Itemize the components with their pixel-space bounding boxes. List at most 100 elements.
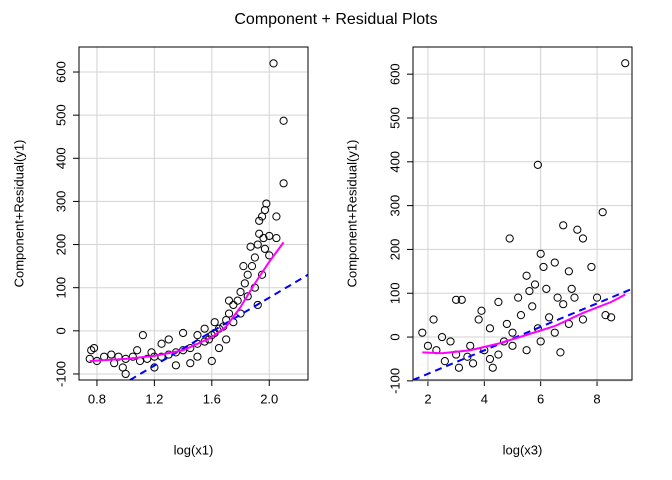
point	[85, 354, 94, 363]
fit-line	[89, 241, 285, 363]
point	[186, 359, 195, 368]
point	[607, 313, 616, 322]
point	[505, 234, 514, 243]
point	[508, 341, 517, 350]
point	[229, 300, 238, 310]
point	[578, 315, 588, 324]
point	[488, 363, 497, 372]
x-tick-label: 2	[424, 391, 431, 406]
point	[536, 249, 545, 258]
x-axis-label: log(x3)	[503, 442, 543, 457]
point	[250, 253, 259, 262]
x-tick-label: 1.6	[203, 391, 221, 406]
point	[171, 361, 181, 370]
point	[508, 328, 517, 337]
point	[133, 346, 142, 355]
point	[193, 352, 202, 361]
point	[573, 225, 582, 234]
point	[210, 318, 219, 327]
point	[193, 331, 202, 340]
point	[457, 295, 466, 304]
point	[514, 293, 523, 302]
fit-line	[422, 293, 626, 355]
point	[559, 300, 568, 309]
y-tick-label: 100	[387, 282, 402, 304]
plot-frame	[78, 46, 309, 381]
point	[437, 332, 447, 342]
point	[440, 357, 449, 366]
point	[118, 363, 127, 372]
point	[545, 313, 554, 322]
point	[528, 302, 537, 311]
point	[236, 287, 245, 297]
y-tick-label: 300	[53, 191, 68, 213]
point	[255, 229, 264, 238]
point	[621, 59, 630, 68]
x-tick-label: 0.8	[88, 391, 106, 406]
x-tick-label: 2.0	[260, 391, 278, 406]
point	[525, 286, 534, 296]
point	[423, 341, 433, 350]
y-tick-label: 0	[387, 333, 402, 340]
point	[246, 242, 255, 251]
point	[265, 231, 274, 241]
point	[128, 352, 137, 361]
y-tick-label: -100	[53, 361, 68, 387]
point	[87, 346, 96, 355]
x-tick-label: 6	[537, 391, 544, 406]
point	[253, 300, 262, 310]
point	[272, 233, 281, 243]
point	[418, 328, 427, 337]
y-tick-label: 500	[387, 107, 402, 129]
point	[556, 348, 565, 357]
point	[138, 331, 147, 340]
point	[598, 208, 607, 217]
point	[494, 350, 503, 359]
point	[559, 221, 568, 230]
point	[222, 335, 231, 344]
figure-title: Component + Residual Plots	[234, 11, 437, 28]
point	[485, 354, 495, 364]
plot-frame	[412, 46, 633, 381]
point	[200, 324, 209, 333]
y-tick-label: 400	[387, 151, 402, 173]
point	[477, 306, 486, 315]
point	[247, 262, 257, 271]
point	[243, 292, 252, 301]
point	[269, 59, 278, 68]
point	[570, 293, 579, 302]
point	[542, 284, 551, 293]
point	[601, 311, 610, 320]
point	[452, 295, 461, 304]
point	[494, 297, 503, 307]
point	[592, 293, 602, 302]
y-tick-label: 0	[53, 327, 68, 334]
y-tick-label: -100	[387, 368, 402, 394]
point	[255, 216, 264, 225]
y-tick-label: 300	[387, 195, 402, 217]
point	[114, 352, 123, 361]
y-tick-label: 600	[387, 63, 402, 85]
point	[89, 343, 99, 353]
point	[539, 262, 548, 272]
point	[164, 335, 173, 344]
point	[272, 212, 281, 221]
point	[454, 363, 464, 372]
point	[143, 354, 152, 363]
fit-line	[129, 273, 308, 380]
point	[224, 296, 234, 305]
point	[522, 271, 531, 280]
point	[107, 350, 116, 359]
point	[259, 233, 268, 243]
point	[522, 346, 531, 355]
point	[502, 319, 511, 329]
point	[553, 293, 562, 302]
point	[279, 179, 288, 188]
point	[253, 240, 262, 249]
y-axis-label: Component+Residual(y1)	[11, 140, 26, 288]
point	[485, 324, 495, 333]
y-tick-label: 200	[387, 239, 402, 261]
point	[240, 279, 249, 288]
point	[530, 280, 540, 289]
